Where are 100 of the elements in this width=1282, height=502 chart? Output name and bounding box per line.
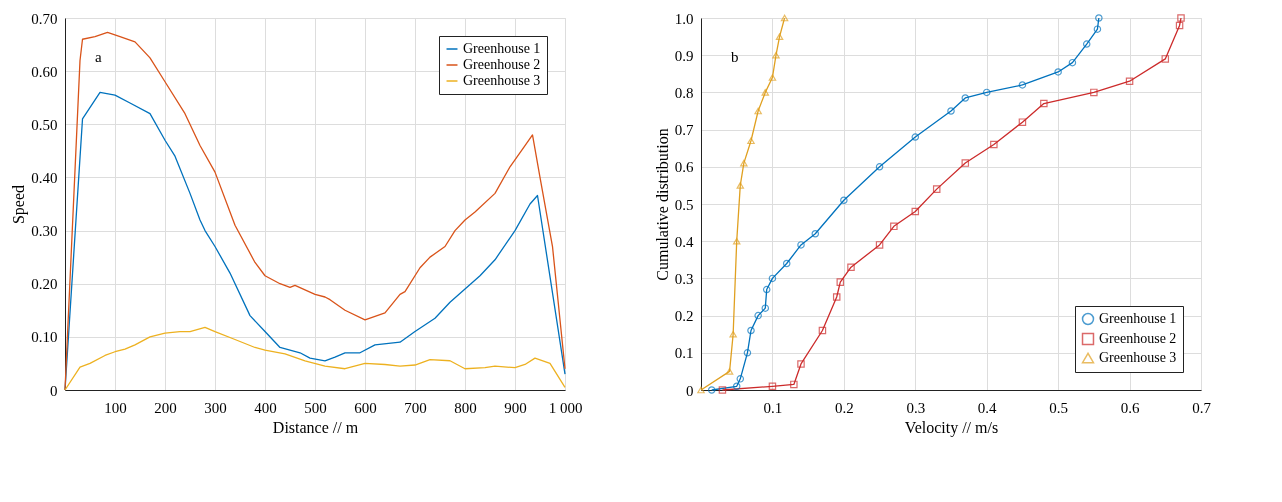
- y-tick-label: 0.50: [31, 116, 58, 133]
- point: [911, 133, 920, 141]
- y-axis-title: Cumulative distribution: [653, 128, 671, 281]
- point: [961, 94, 970, 102]
- point: [1018, 81, 1027, 89]
- point: [1175, 21, 1184, 30]
- y-tick-label: 0.1: [674, 345, 694, 362]
- y-tick-label: 0.2: [674, 308, 694, 325]
- point: [725, 368, 734, 375]
- legend-label: Greenhouse 2: [1099, 331, 1177, 346]
- point: [736, 375, 745, 383]
- y-axis-title: Speed: [10, 184, 29, 225]
- point: [961, 159, 970, 167]
- x-tick-label: 0.1: [763, 399, 783, 416]
- x-tick-label: 1 000: [548, 399, 583, 416]
- point: [768, 274, 777, 283]
- point: [947, 107, 955, 115]
- y-tick-label: 0: [50, 382, 58, 399]
- y-tick-label: 0.8: [674, 84, 694, 101]
- legend-label: Greenhouse 1: [1099, 311, 1177, 326]
- x-tick-label: 700: [404, 399, 427, 416]
- point: [797, 360, 805, 368]
- y-tick-label: 0.40: [31, 169, 58, 186]
- point: [847, 263, 855, 271]
- annotation: a: [95, 49, 102, 65]
- y-tick-label: 0.4: [674, 233, 694, 250]
- point: [875, 241, 884, 249]
- x-tick-label: 800: [454, 399, 477, 416]
- y-tick-label: 0.6: [674, 159, 694, 176]
- x-tick-label: 300: [204, 399, 227, 416]
- point: [1093, 25, 1102, 33]
- point: [762, 285, 771, 294]
- x-tick-label: 0.2: [834, 399, 854, 416]
- y-tick-label: 0.3: [674, 270, 694, 287]
- point: [790, 380, 798, 389]
- point: [1054, 68, 1062, 76]
- point: [768, 382, 777, 391]
- x-axis-title: Distance // m: [272, 418, 359, 436]
- x-tick-label: 0.6: [1120, 399, 1140, 416]
- x-tick-label: 400: [254, 399, 277, 416]
- point: [811, 230, 820, 238]
- x-tick-label: 600: [354, 399, 377, 416]
- y-tick-label: 0.7: [674, 122, 694, 139]
- point: [890, 222, 898, 231]
- point: [875, 163, 884, 171]
- point: [1090, 88, 1098, 97]
- point: [836, 278, 845, 286]
- x-axis-title: Velocity // m/s: [904, 418, 999, 437]
- y-tick-label: 0.30: [31, 223, 58, 240]
- point: [911, 207, 920, 216]
- point: [729, 330, 737, 338]
- point: [780, 14, 789, 22]
- point: [782, 259, 791, 268]
- x-tick-label: 0.3: [906, 399, 926, 416]
- point: [732, 237, 741, 245]
- point: [772, 51, 780, 59]
- point: [768, 74, 777, 81]
- x-tick-label: 0.5: [1049, 399, 1069, 416]
- point: [797, 241, 805, 249]
- point: [775, 33, 784, 40]
- y-tick-label: 0: [686, 382, 694, 399]
- point: [736, 182, 745, 189]
- x-tick-label: 100: [104, 399, 127, 416]
- point: [761, 304, 770, 312]
- y-tick-label: 1.0: [674, 10, 694, 27]
- x-tick-label: 900: [504, 399, 527, 416]
- point: [840, 196, 848, 205]
- y-tick-label: 0.60: [31, 63, 58, 80]
- point: [982, 88, 991, 97]
- point: [761, 89, 770, 96]
- y-tick-label: 0.5: [674, 196, 694, 213]
- point: [747, 137, 755, 145]
- x-tick-label: 0.7: [1192, 399, 1212, 416]
- point: [743, 349, 752, 357]
- point: [1161, 55, 1170, 63]
- legend-label: Greenhouse 3: [463, 73, 541, 88]
- point: [697, 386, 705, 394]
- point: [1018, 118, 1027, 126]
- point: [832, 293, 841, 301]
- point: [740, 159, 748, 167]
- point: [1177, 14, 1185, 22]
- y-tick-label: 0.70: [31, 10, 58, 27]
- point: [1082, 40, 1091, 48]
- y-tick-label: 0.10: [31, 329, 58, 346]
- point: [1125, 77, 1134, 85]
- legend-label: Greenhouse 1: [463, 41, 541, 56]
- point: [818, 326, 827, 335]
- legend-label: Greenhouse 3: [1099, 350, 1177, 365]
- y-tick-label: 0.20: [31, 276, 58, 293]
- point: [732, 382, 741, 391]
- point: [718, 386, 727, 394]
- point: [990, 140, 998, 149]
- x-tick-label: 0.4: [977, 399, 998, 416]
- x-tick-label: 200: [154, 399, 177, 416]
- point: [754, 107, 762, 115]
- point: [1068, 58, 1077, 67]
- annotation: b: [731, 49, 739, 65]
- legend-label: Greenhouse 2: [463, 57, 541, 72]
- point: [754, 311, 762, 320]
- x-tick-label: 500: [304, 399, 327, 416]
